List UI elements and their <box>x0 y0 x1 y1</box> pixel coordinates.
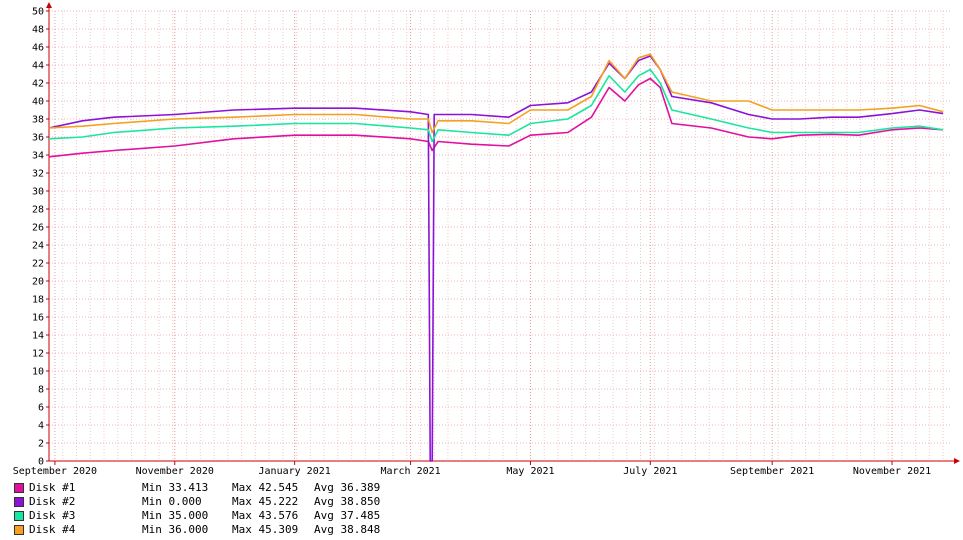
y-tick-label: 30 <box>32 187 44 198</box>
y-tick-label: 28 <box>32 205 44 216</box>
series-line-disk-4 <box>48 53 944 134</box>
legend-max-value: Max 43.576 <box>232 509 299 522</box>
y-tick-label: 50 <box>32 7 44 18</box>
legend-min-value: Min 35.000 <box>142 509 209 522</box>
legend-avg-value: Avg 38.848 <box>314 523 381 536</box>
legend-series-name: Disk #1 <box>29 481 76 494</box>
x-tick-label: March 2021 <box>380 466 440 477</box>
y-tick-label: 18 <box>32 295 44 306</box>
legend-max-value: Max 45.222 <box>232 495 299 508</box>
y-tick-label: 40 <box>32 97 44 108</box>
y-tick-label: 6 <box>38 403 44 414</box>
legend-swatch <box>14 483 24 493</box>
x-tick-label: November 2021 <box>853 466 931 477</box>
series-lines <box>48 53 944 462</box>
grid <box>48 10 951 462</box>
y-tick-label: 32 <box>32 169 44 180</box>
legend-min-value: Min 33.413 <box>142 481 209 494</box>
y-tick-label: 38 <box>32 115 44 126</box>
legend-series-name: Disk #2 <box>29 495 76 508</box>
legend-min-value: Min 36.000 <box>142 523 209 536</box>
y-tick-label: 34 <box>32 151 44 162</box>
y-tick-label: 48 <box>32 25 44 36</box>
x-tick-label: September 2020 <box>13 466 97 477</box>
legend-series-name: Disk #4 <box>29 523 76 536</box>
y-axis-ticks: 0246810121416182022242628303234363840424… <box>32 7 44 468</box>
x-tick-label: May 2021 <box>506 466 554 477</box>
x-tick-label: January 2021 <box>259 466 331 477</box>
x-tick-label: September 2021 <box>730 466 814 477</box>
legend-avg-value: Avg 37.485 <box>314 509 381 522</box>
y-tick-label: 10 <box>32 367 44 378</box>
y-tick-label: 16 <box>32 313 44 324</box>
x-axis-arrow <box>954 458 960 464</box>
legend-swatch <box>14 525 24 535</box>
legend-avg-value: Avg 38.850 <box>314 495 381 508</box>
y-tick-label: 24 <box>32 241 44 252</box>
axes <box>46 2 960 465</box>
legend-min-value: Min 0.000 <box>142 495 202 508</box>
y-tick-label: 4 <box>38 421 44 432</box>
series-line-disk-1 <box>48 77 944 158</box>
x-axis-ticks: September 2020 November 2020 January 2021 M… <box>13 466 931 477</box>
legend-series-name: Disk #3 <box>29 509 76 522</box>
y-tick-label: 26 <box>32 223 44 234</box>
y-tick-label: 36 <box>32 133 44 144</box>
y-axis-arrow <box>46 2 52 8</box>
legend-max-value: Max 45.309 <box>232 523 299 536</box>
legend-max-value: Max 42.545 <box>232 481 299 494</box>
legend-swatch <box>14 497 24 507</box>
x-tick-label: July 2021 <box>623 466 677 477</box>
y-tick-label: 2 <box>38 439 44 450</box>
y-tick-label: 42 <box>32 79 44 90</box>
disk-temperature-chart: 0246810121416182022242628303234363840424… <box>13 2 960 477</box>
series-line-disk-3 <box>48 68 944 143</box>
legend-swatch <box>14 511 24 521</box>
y-tick-label: 44 <box>32 61 44 72</box>
y-tick-label: 22 <box>32 259 44 270</box>
y-tick-label: 46 <box>32 43 44 54</box>
y-tick-label: 12 <box>32 349 44 360</box>
y-tick-label: 20 <box>32 277 44 288</box>
y-tick-label: 0 <box>38 457 44 468</box>
series-line-disk-2 <box>48 55 944 462</box>
x-tick-label: November 2020 <box>136 466 214 477</box>
legend-avg-value: Avg 36.389 <box>314 481 381 494</box>
y-tick-label: 14 <box>32 331 44 342</box>
y-tick-label: 8 <box>38 385 44 396</box>
